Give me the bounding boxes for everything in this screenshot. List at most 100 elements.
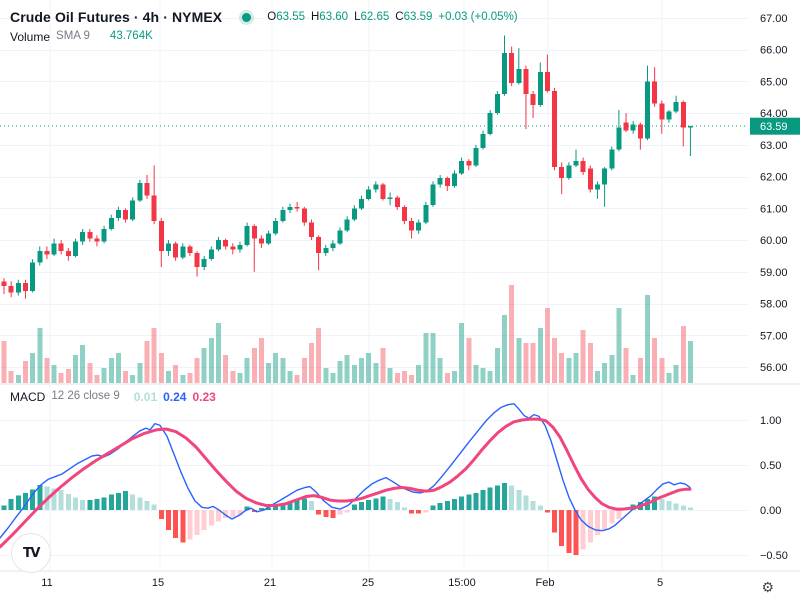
macd-hist-value: 0.01 — [133, 390, 158, 404]
macd-hist-bar — [244, 506, 250, 510]
volume-bar — [394, 373, 400, 383]
last-price-label: 63.59 — [760, 121, 788, 133]
high-value: 63.60 — [319, 11, 349, 24]
candle-body — [594, 184, 600, 190]
macd-hist-bar — [108, 494, 114, 510]
candle-body — [8, 286, 14, 293]
market-status-icon[interactable] — [242, 12, 252, 22]
candle-body — [466, 160, 472, 166]
candle-body — [559, 167, 565, 179]
candle-body — [130, 200, 136, 220]
volume-bar — [401, 371, 407, 383]
macd-hist-bar — [480, 490, 486, 510]
candle-body — [316, 236, 322, 253]
volume-sma-value: 43.764K — [109, 30, 153, 43]
candle-body — [637, 124, 643, 139]
macd-label[interactable]: MACD — [10, 390, 46, 404]
low-value: 62.65 — [360, 11, 390, 24]
time-tick-label: 11 — [41, 577, 52, 589]
macd-hist-bar — [502, 483, 507, 510]
macd-hist-bar — [22, 492, 28, 510]
volume-bar — [230, 371, 236, 383]
macd-hist-bar — [115, 492, 121, 510]
volume-bar — [416, 365, 422, 383]
price-tick-label: 63.00 — [760, 140, 788, 152]
candle-body — [351, 208, 357, 220]
candle-body — [430, 184, 436, 206]
candle-body — [123, 209, 129, 220]
candle-body — [480, 133, 486, 149]
candle-body — [587, 168, 593, 190]
macd-signal-line — [0, 417, 692, 549]
volume-legend: Volume SMA 9 43.764K — [10, 31, 153, 43]
gridlines — [0, 0, 748, 571]
candle-body — [366, 189, 372, 199]
candle-body — [51, 243, 57, 255]
macd-hist-bar — [294, 500, 300, 510]
candle-body — [308, 222, 314, 237]
volume-bar — [280, 358, 286, 383]
candle-body — [373, 184, 379, 190]
candle-body — [502, 52, 507, 95]
candle-body — [623, 122, 629, 131]
candle-body — [37, 251, 43, 263]
candle-body — [151, 195, 157, 222]
volume-label[interactable]: Volume — [10, 30, 51, 44]
macd-hist-bar — [423, 510, 429, 513]
macd-hist-bar — [687, 507, 693, 510]
macd-hist-bar — [201, 510, 207, 530]
volume-bar — [459, 323, 465, 383]
candle-body — [44, 251, 50, 255]
volume-bar — [516, 338, 522, 383]
symbol-title[interactable]: Crude Oil Futures · 4h · NYMEX — [10, 9, 223, 25]
macd-hist-bar — [559, 510, 565, 546]
candle-body — [523, 68, 529, 95]
price-tick-label: 61.00 — [760, 203, 788, 215]
volume-bar — [194, 358, 200, 383]
macd-hist-bar — [330, 510, 336, 519]
macd-hist-bar — [123, 491, 129, 510]
candle-body — [323, 248, 329, 253]
volume-bar — [258, 338, 264, 383]
settings-gear-icon[interactable]: ⚙ — [761, 579, 774, 595]
candle-body — [487, 113, 493, 134]
candle-body — [387, 197, 393, 199]
macd-hist-bar — [394, 501, 400, 510]
volume-bar — [487, 371, 493, 383]
volume-bar — [430, 333, 436, 383]
symbol-legend: Crude Oil Futures · 4h · NYMEX O63.55 H63… — [10, 10, 518, 24]
macd-hist-bar — [80, 500, 86, 510]
candle-body — [409, 221, 415, 231]
macd-hist-bar — [537, 505, 543, 510]
price-axis[interactable]: 67.00 66.00 65.00 64.00 63.00 62.00 61.00 60.00… — [760, 13, 788, 374]
macd-line-value: 0.24 — [163, 390, 187, 404]
volume-bar — [144, 341, 150, 383]
candle-body — [609, 149, 615, 169]
macd-hist-bar — [659, 499, 665, 510]
tradingview-logo[interactable]: TV — [11, 533, 51, 573]
time-axis[interactable]: 11 15 21 25 15:00 Feb 5 — [41, 577, 663, 589]
macd-hist-bar — [187, 510, 193, 540]
volume-bar — [58, 373, 64, 383]
candle-body — [58, 243, 64, 252]
macd-hist-bar — [273, 505, 279, 510]
volume-bar — [494, 348, 500, 383]
candle-body — [673, 102, 679, 112]
macd-hist-bar — [137, 497, 143, 510]
macd-hist-bar — [351, 504, 357, 510]
volume-bar — [130, 375, 136, 383]
candle-body — [115, 209, 121, 218]
macd-hist-bar — [473, 492, 479, 510]
candle-body — [473, 148, 479, 166]
macd-histogram — [1, 483, 693, 555]
candle-body — [158, 221, 164, 252]
candle-body — [652, 81, 658, 104]
volume-bar — [609, 355, 615, 383]
candle-body — [15, 282, 21, 293]
candle-body — [359, 198, 364, 209]
macd-hist-bar — [666, 501, 672, 510]
price-tick-label: 64.00 — [760, 108, 788, 120]
macd-axis[interactable]: 1.00 0.50 0.00 −0.50 — [760, 415, 788, 562]
candle-body — [530, 94, 536, 106]
